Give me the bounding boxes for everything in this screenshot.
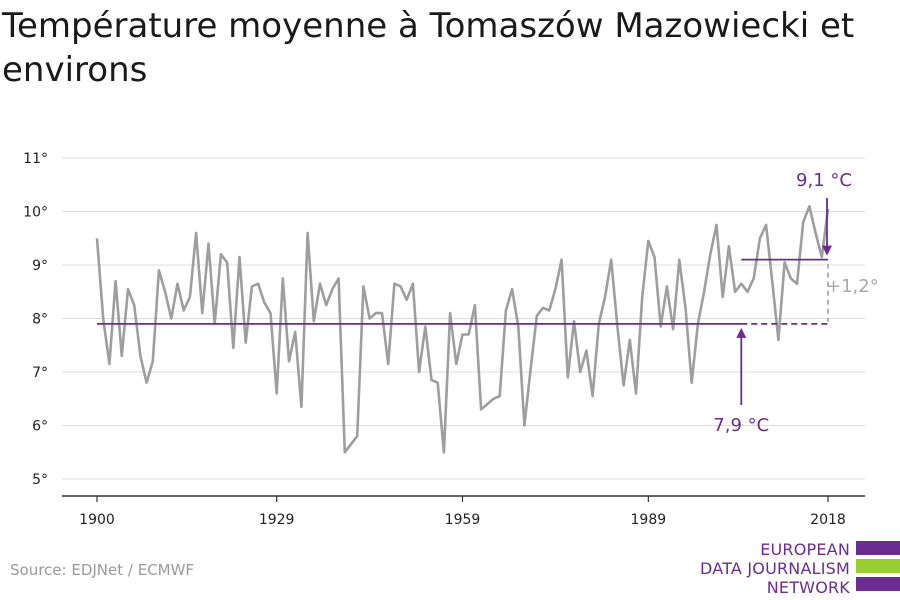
x-tick-label-1900: 1900 [79, 512, 115, 528]
y-tick-label-11: 11° [23, 151, 48, 167]
y-tick-label-8: 8° [32, 312, 48, 328]
logo-line-3: NETWORK [766, 578, 850, 597]
x-tick-label-2018: 2018 [810, 512, 846, 528]
x-tick-label-1929: 1929 [259, 512, 295, 528]
reference-lines [97, 258, 829, 325]
annotations: 7,9 °C 9,1 °C +1,2° [713, 170, 878, 436]
x-tick-label-1989: 1989 [631, 512, 667, 528]
chart-title: Température moyenne à Tomaszów Mazowieck… [2, 6, 855, 90]
x-tick-label-1959: 1959 [445, 512, 481, 528]
logo-bar-green [856, 559, 900, 573]
edjnet-logo: EUROPEAN DATA JOURNALISM NETWORK [700, 540, 900, 598]
recent-label: 9,1 °C [796, 170, 852, 191]
recent-arrow-head [822, 245, 832, 256]
temperature-series-line [95, 204, 830, 454]
x-axis: 1900 1929 1959 1989 2018 [62, 495, 865, 528]
difference-label: +1,2° [826, 276, 879, 297]
logo-line-1: EUROPEAN [760, 540, 850, 559]
y-axis: 5° 6° 7° 8° 9° 10° 11° [23, 151, 48, 488]
baseline-arrow-head [736, 327, 747, 338]
y-tick-label-10: 10° [23, 205, 48, 221]
logo-text: EUROPEAN DATA JOURNALISM NETWORK [700, 540, 850, 597]
y-tick-label-6: 6° [32, 419, 48, 435]
logo-bar-purple-bottom [856, 577, 900, 591]
logo-bar-purple-top [856, 541, 900, 555]
y-tick-label-7: 7° [32, 365, 48, 381]
series-layer [95, 204, 830, 454]
baseline-label: 7,9 °C [713, 415, 769, 436]
source-note: Source: EDJNet / ECMWF [10, 561, 195, 579]
y-tick-label-9: 9° [32, 258, 48, 274]
logo-line-2: DATA JOURNALISM [700, 559, 850, 578]
grid-lines [62, 157, 865, 480]
y-tick-label-5: 5° [32, 472, 48, 488]
